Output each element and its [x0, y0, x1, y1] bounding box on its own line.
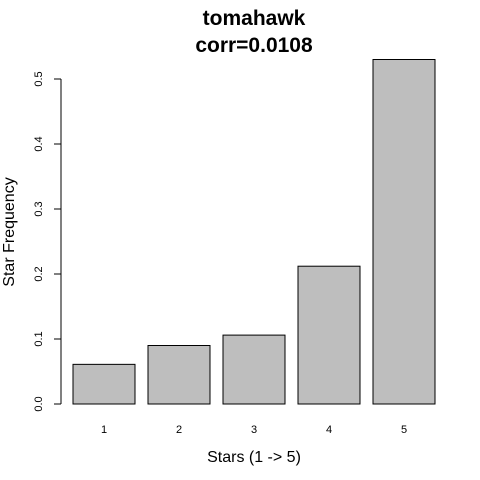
y-tick-label: 0.4	[33, 136, 45, 151]
y-tick-label: 0.2	[33, 266, 45, 281]
bar-3	[222, 334, 286, 405]
x-tick-label: 4	[326, 424, 332, 436]
x-tick-label: 1	[101, 424, 107, 436]
bar-5	[372, 59, 436, 405]
x-tick-label: 3	[251, 424, 257, 436]
y-tick-label: 0.5	[33, 71, 45, 86]
bars	[72, 59, 436, 405]
y-tick-label: 0.1	[33, 331, 45, 346]
x-tick-label: 5	[401, 424, 407, 436]
y-axis-label: Star Frequency	[1, 177, 18, 286]
y-tick-label: 0.3	[33, 201, 45, 216]
y-axis: 0.0 0.1 0.2 0.3 0.4 0.5	[33, 71, 62, 412]
x-tick-label: 2	[176, 424, 182, 436]
chart-title: tomahawk	[203, 7, 306, 30]
x-tick-labels: 1 2 3 4 5	[101, 424, 407, 436]
bar-4	[297, 265, 361, 405]
bar-2	[147, 345, 211, 405]
bar-1	[72, 363, 136, 405]
y-tick-label: 0.0	[33, 396, 45, 411]
x-axis-label: Stars (1 -> 5)	[207, 449, 301, 466]
chart-subtitle: corr=0.0108	[195, 34, 313, 57]
